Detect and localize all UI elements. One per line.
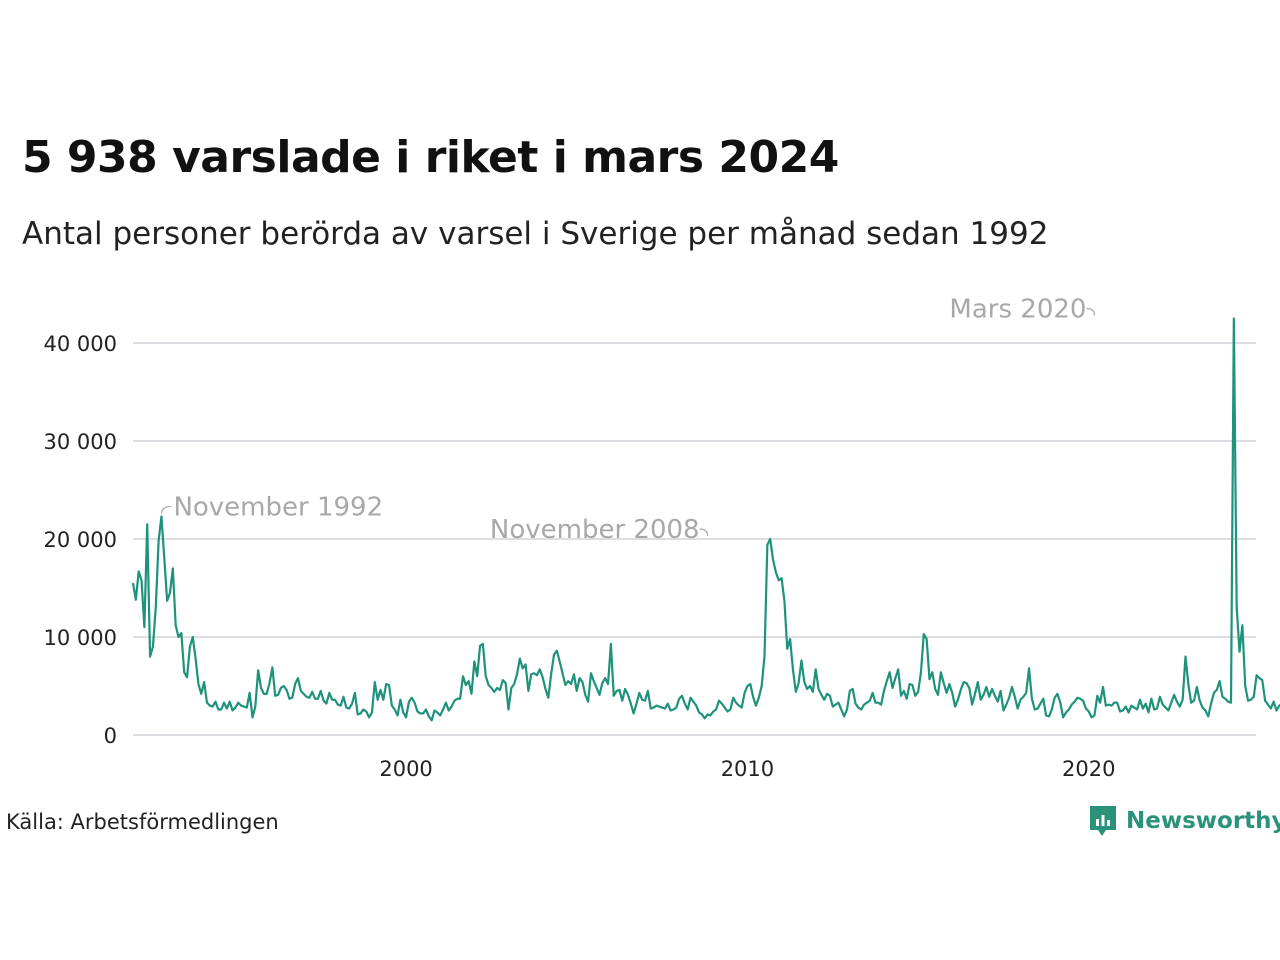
chart-subtitle: Antal personer berörda av varsel i Sveri…	[22, 216, 1049, 252]
annotation-connector	[160, 505, 172, 514]
x-tick-label: 2020	[1062, 757, 1115, 781]
y-tick-label: 20 000	[44, 528, 117, 552]
annotations: November 1992 November 2008 Mars 2020	[160, 295, 1096, 545]
brand: Newsworthy	[1088, 804, 1280, 838]
chart-title: 5 938 varslade i riket i mars 2024	[22, 132, 839, 183]
x-tick-label: 2000	[379, 757, 432, 781]
annotation-label: November 2008	[490, 515, 700, 545]
y-axis-ticks: 0 10 000 20 000 30 000 40 000	[44, 332, 117, 748]
x-axis-ticks: 2000 2010 2020	[379, 757, 1115, 781]
source-note: Källa: Arbetsförmedlingen	[6, 810, 279, 834]
y-tick-label: 0	[104, 724, 117, 748]
annotation-label: Mars 2020	[949, 295, 1086, 325]
annotation-connector	[699, 528, 709, 537]
gridlines	[133, 342, 1256, 736]
y-tick-label: 30 000	[44, 430, 117, 454]
annotation-connector	[1086, 307, 1096, 316]
y-tick-label: 40 000	[44, 332, 117, 356]
annotation-label: November 1992	[173, 492, 383, 522]
brand-name: Newsworthy	[1126, 808, 1280, 834]
newsworthy-logo-icon	[1090, 806, 1116, 836]
series-line	[131, 317, 1280, 722]
x-tick-label: 2010	[721, 757, 774, 781]
y-tick-label: 10 000	[44, 626, 117, 650]
